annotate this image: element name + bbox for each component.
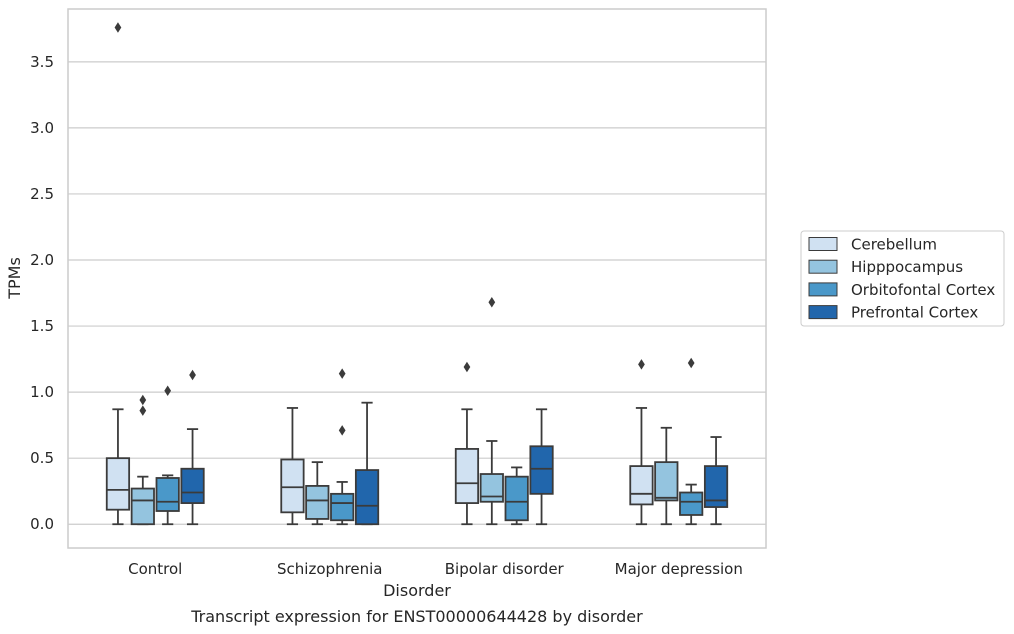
box-hipppocampus — [130, 394, 155, 526]
x-tick-label: Bipolar disorder — [445, 560, 565, 578]
box-prefrontal-cortex — [354, 401, 380, 526]
box-body — [479, 473, 504, 503]
box-hipppocampus — [654, 426, 679, 526]
box-prefrontal-cortex — [529, 408, 554, 526]
box-body — [679, 491, 704, 516]
box-cerebellum — [280, 407, 305, 526]
legend-swatch — [808, 282, 838, 297]
x-tick-labels: Control Schizophrenia Bipolar disorder Majo… — [128, 560, 743, 578]
outlier-point — [463, 361, 471, 373]
y-tick-label: 3.0 — [30, 119, 54, 137]
box-cerebellum — [629, 359, 654, 526]
outlier-point — [687, 357, 695, 369]
box-body — [703, 465, 729, 508]
y-axis-label: TPMs — [5, 257, 24, 300]
legend-swatch — [808, 259, 838, 274]
legend-label: Prefrontal Cortex — [851, 304, 978, 322]
y-tick-label: 1.0 — [30, 383, 54, 401]
x-tick-label: Major depression — [615, 560, 743, 578]
plot-frame — [67, 8, 767, 549]
y-tick-label: 3.5 — [30, 53, 54, 71]
outlier-point — [139, 394, 147, 406]
chart-caption: Transcript expression for ENST0000064442… — [190, 607, 643, 626]
box-body — [354, 469, 380, 526]
box-body — [504, 475, 529, 522]
y-tick-label: 1.5 — [30, 317, 54, 335]
box-body — [155, 477, 180, 512]
legend-label: Hipppocampus — [851, 258, 963, 276]
legend-label: Orbitofontal Cortex — [851, 281, 995, 299]
outlier-point — [638, 359, 645, 370]
legend-swatch — [808, 305, 838, 320]
box-body — [454, 448, 480, 504]
y-tick-label: 0.5 — [30, 449, 54, 467]
box-body — [105, 457, 131, 511]
box-cerebellum — [454, 361, 480, 526]
y-tick-label: 2.5 — [30, 185, 54, 203]
legend-label: Cerebellum — [851, 236, 937, 254]
box-body — [654, 461, 679, 502]
outlier-point — [338, 425, 346, 436]
box-prefrontal-cortex — [703, 436, 729, 526]
box-body — [305, 485, 330, 520]
x-axis-label: Disorder — [383, 581, 451, 600]
grid-lines — [68, 61, 766, 525]
box-orbitofontal-cortex — [155, 385, 180, 526]
y-tick-labels: 0.0 0.5 1.0 1.5 2.0 2.5 3.0 3.5 — [30, 53, 54, 533]
legend-frame — [800, 230, 1005, 327]
outlier-point — [164, 385, 172, 397]
legend: Cerebellum Hipppocampus Orbitofontal Corte… — [800, 230, 1005, 327]
y-tick-label: 0.0 — [30, 515, 54, 533]
box-orbitofontal-cortex — [504, 466, 529, 526]
x-tick-label: Schizophrenia — [277, 560, 382, 578]
box-orbitofontal-cortex — [330, 368, 355, 526]
outlier-point — [488, 297, 496, 308]
box-body — [330, 492, 355, 522]
outlier-point — [139, 405, 147, 416]
y-tick-label: 2.0 — [30, 251, 54, 269]
box-prefrontal-cortex — [180, 369, 205, 526]
box-hipppocampus — [305, 461, 330, 526]
outlier-point — [114, 22, 122, 33]
legend-swatch — [808, 237, 838, 251]
box-groups — [105, 22, 729, 526]
x-tick-label: Control — [128, 560, 182, 578]
box-body — [529, 445, 554, 495]
box-body — [180, 467, 205, 504]
outlier-point — [189, 369, 196, 381]
box-body — [280, 458, 305, 514]
box-cerebellum — [105, 22, 131, 526]
box-orbitofontal-cortex — [679, 357, 704, 526]
box-hipppocampus — [479, 297, 504, 526]
box-body — [629, 465, 654, 506]
outlier-point — [338, 368, 346, 379]
box-body — [130, 487, 155, 526]
